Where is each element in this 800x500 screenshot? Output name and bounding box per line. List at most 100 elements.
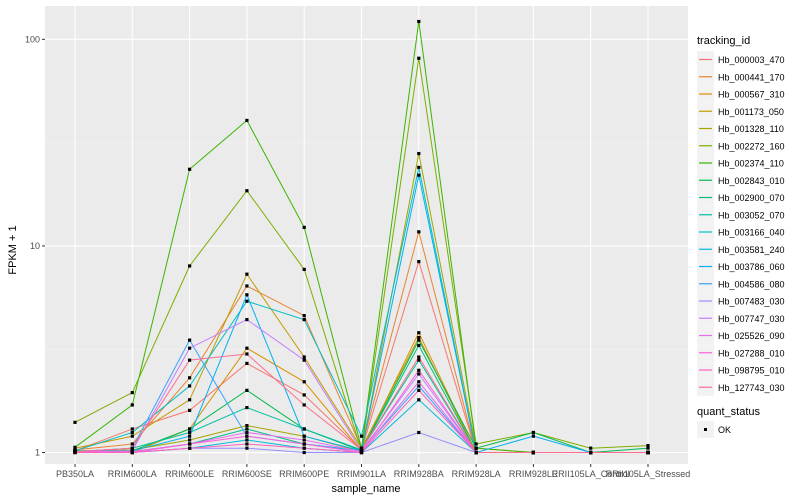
data-point — [130, 442, 134, 446]
data-point — [302, 267, 306, 271]
legend-label: Hb_027288_010 — [718, 348, 785, 358]
data-point — [417, 230, 421, 234]
legend-label: Hb_002843_010 — [718, 176, 785, 186]
data-point — [130, 391, 134, 395]
data-point — [188, 427, 192, 431]
data-point — [245, 352, 249, 356]
legend-label: Hb_001328_110 — [718, 124, 784, 134]
data-point — [245, 424, 249, 428]
x-tick-label: RRIM901LA — [337, 469, 386, 479]
x-tick-label: RRIM600LA — [108, 469, 157, 479]
data-point — [188, 398, 192, 402]
data-point — [417, 380, 421, 384]
data-point — [245, 405, 249, 410]
legend-label: Hb_007747_030 — [718, 314, 785, 324]
data-point — [245, 346, 249, 350]
legend-label: Hb_098795_010 — [718, 366, 785, 376]
data-point — [646, 444, 650, 448]
data-point — [188, 434, 192, 438]
legend: tracking_id Hb_000003_470Hb_000441_170Hb… — [697, 35, 785, 438]
data-point — [188, 167, 192, 171]
legend2-items: OK — [697, 421, 731, 438]
data-point — [245, 442, 249, 446]
x-tick-label: RRIM600LE — [165, 469, 214, 479]
data-point — [417, 384, 421, 388]
data-point — [73, 450, 77, 454]
data-point — [589, 450, 593, 455]
legend-title: tracking_id — [697, 35, 750, 47]
legend-label: Hb_000441_170 — [718, 72, 785, 82]
data-point — [245, 434, 249, 438]
x-tick-label: RRIM928LE — [509, 469, 558, 479]
data-point — [302, 225, 306, 229]
y-axis: 1 10 100 — [25, 34, 45, 458]
data-point — [130, 427, 134, 431]
data-point — [188, 338, 192, 342]
data-point — [302, 446, 306, 450]
data-point — [188, 384, 192, 388]
data-point — [245, 388, 249, 392]
legend-label: Hb_000003_470 — [718, 55, 785, 65]
data-point — [302, 442, 306, 446]
data-point — [417, 388, 421, 392]
legend-label: Hb_003786_060 — [718, 262, 785, 272]
y-tick-label: 1 — [35, 448, 40, 458]
legend-label: Hb_127743_030 — [718, 383, 785, 393]
x-tick-label: RRIM600PE — [279, 469, 329, 479]
data-point — [73, 445, 77, 449]
data-point — [302, 317, 306, 322]
data-point — [417, 331, 421, 335]
data-point — [417, 151, 421, 156]
data-point — [417, 358, 421, 362]
data-point — [531, 430, 535, 435]
data-point — [417, 372, 421, 376]
x-tick-label: RRII105LA_Control — [552, 469, 630, 479]
legend2-label: OK — [718, 425, 731, 435]
legend-label: Hb_000567_310 — [718, 90, 785, 100]
data-point — [73, 420, 77, 424]
data-point — [188, 408, 192, 412]
data-point — [359, 434, 364, 438]
data-point — [417, 19, 421, 24]
legend-label: Hb_002272_160 — [718, 141, 785, 151]
data-point — [302, 403, 306, 407]
legend-label: Hb_003166_040 — [718, 228, 785, 238]
data-point — [646, 450, 650, 455]
x-tick-label: RRII105LA_Stressed — [606, 469, 691, 479]
data-point — [130, 434, 134, 438]
data-point — [130, 450, 134, 455]
legend-label: Hb_007483_030 — [718, 297, 785, 307]
data-point — [417, 173, 421, 177]
data-point — [302, 438, 306, 442]
data-point — [417, 338, 421, 342]
legend-label: Hb_025526_090 — [718, 331, 785, 341]
data-point — [188, 358, 192, 362]
data-point — [188, 376, 192, 380]
data-point — [417, 165, 421, 169]
data-point — [531, 434, 535, 438]
data-point — [589, 446, 593, 450]
data-point — [130, 446, 134, 450]
plot-panel — [45, 6, 688, 464]
data-point — [417, 259, 421, 264]
y-tick-label: 10 — [30, 241, 40, 251]
legend-items: Hb_000003_470 Hb_000441_170 Hb_000567_310 H… — [697, 51, 785, 396]
data-point — [130, 403, 134, 407]
legend-label: Hb_002900_070 — [718, 193, 785, 203]
x-tick-label: RRIM928LA — [452, 469, 501, 479]
data-point — [474, 446, 478, 450]
data-point — [302, 314, 306, 318]
data-point — [302, 393, 306, 397]
data-point — [188, 430, 192, 435]
data-point — [245, 317, 249, 322]
y-tick-label: 100 — [25, 34, 40, 44]
legend-label: Hb_003052_070 — [718, 210, 785, 220]
x-tick-label: PB350LA — [56, 469, 94, 479]
data-point — [245, 118, 249, 123]
data-point — [531, 450, 535, 455]
data-point — [359, 450, 364, 455]
x-axis: PB350LA RRIM600LA RRIM600LE RRIM600SE RRIM60… — [56, 464, 690, 479]
data-point — [417, 368, 421, 372]
data-point — [245, 284, 249, 288]
